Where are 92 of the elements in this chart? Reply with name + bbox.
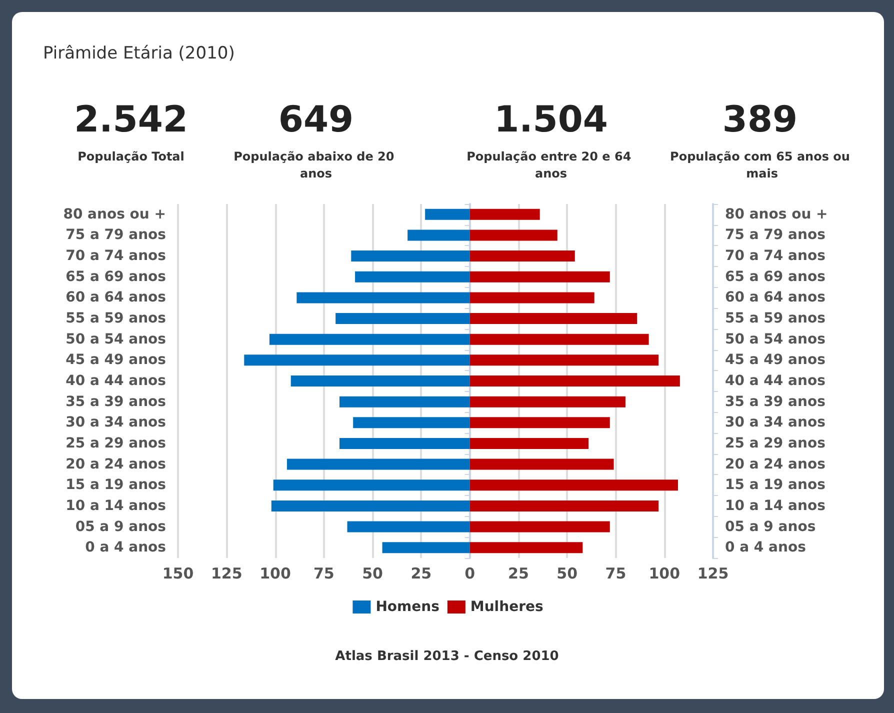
bar xyxy=(269,334,470,345)
text: 649 xyxy=(278,100,354,140)
category-label: 30 a 34 anos xyxy=(66,414,166,431)
category-label: 65 a 69 anos xyxy=(66,268,166,285)
y-tick-label: 35 a 39 anos xyxy=(725,394,826,410)
bar xyxy=(470,230,558,241)
bar xyxy=(271,500,470,512)
category-label: 15 a 19 anos xyxy=(66,477,166,494)
text: População entre 20 e 64 anos xyxy=(466,150,636,180)
bar xyxy=(382,542,470,554)
text: 2.542 xyxy=(74,100,188,140)
category-label: 0 a 4 anos xyxy=(85,540,166,556)
x-tick-label: 100 xyxy=(648,564,680,582)
category-label: 10 a 14 anos xyxy=(66,498,166,514)
y-tick-label: 50 a 54 anos xyxy=(725,331,826,348)
bar xyxy=(353,417,470,428)
x-tick-label: 125 xyxy=(697,564,729,582)
x-tick-label: 125 xyxy=(210,564,242,582)
x-tick-label: 50 xyxy=(362,564,383,582)
y-tick-label: 20 a 24 anos xyxy=(725,456,826,472)
x-tick-label: 75 xyxy=(313,564,334,582)
category-label: 50 a 54 anos xyxy=(66,331,166,348)
category-label: 20 a 24 anos xyxy=(66,456,166,472)
bar xyxy=(339,396,470,408)
y-tick-label: 55 a 59 anos xyxy=(725,310,826,327)
bar xyxy=(336,313,470,324)
bar xyxy=(470,354,659,366)
y-tick-label: 15 a 19 anos xyxy=(725,477,826,494)
y-tick-label: 80 anos ou + xyxy=(725,206,828,222)
y-tick-label: 0 a 4 anos xyxy=(725,540,806,556)
text: 389 xyxy=(722,100,798,140)
category-label: 80 anos ou + xyxy=(63,206,166,222)
bar xyxy=(470,376,680,386)
x-tick-label: 0 xyxy=(464,564,476,582)
chart-title: Pirâmide Etária (2010) xyxy=(43,44,235,64)
y-tick-label: 45 a 49 anos xyxy=(725,352,826,368)
text: População abaixo de 20 anos xyxy=(234,150,398,180)
category-label: 60 a 64 anos xyxy=(66,290,166,306)
x-tick-label: 100 xyxy=(260,564,291,582)
y-tick-label: 60 a 64 anos xyxy=(725,290,826,306)
category-label: 40 a 44 anos xyxy=(66,373,166,389)
bar xyxy=(470,438,588,449)
y-tick-label: 30 a 34 anos xyxy=(725,414,826,431)
bar xyxy=(470,417,610,428)
bar xyxy=(355,271,470,282)
bar xyxy=(470,292,594,304)
x-tick-label: 150 xyxy=(162,564,194,582)
bar xyxy=(286,458,470,470)
category-label: 70 a 74 anos xyxy=(66,248,166,264)
legend-label: Homens xyxy=(376,599,440,615)
bar xyxy=(425,208,470,220)
category-label: 05 a 9 anos xyxy=(75,518,166,535)
bar xyxy=(470,313,638,324)
bar xyxy=(339,438,470,449)
bar xyxy=(470,396,626,408)
text: Atlas Brasil 2013 - Censo 2010 xyxy=(335,649,559,664)
x-tick-label: 50 xyxy=(556,564,578,582)
bar xyxy=(470,334,649,345)
category-label: 45 a 49 anos xyxy=(66,352,166,368)
y-tick-label: 05 a 9 anos xyxy=(725,518,816,535)
bar xyxy=(351,250,470,262)
bar xyxy=(470,500,659,512)
bar xyxy=(296,292,470,304)
text: População com 65 anos ou mais xyxy=(670,150,850,180)
bar xyxy=(244,354,470,366)
bar xyxy=(470,250,575,262)
bar xyxy=(347,521,470,532)
bar xyxy=(470,542,583,554)
y-tick-label: 70 a 74 anos xyxy=(725,248,826,264)
bar xyxy=(470,271,610,282)
bar xyxy=(470,480,678,491)
bar xyxy=(470,208,540,220)
bar xyxy=(470,521,610,532)
text: População Total xyxy=(78,150,184,164)
bar xyxy=(470,458,614,470)
x-tick-label: 25 xyxy=(410,564,432,582)
y-tick-label: 25 a 29 anos xyxy=(725,435,826,452)
legend-label: Mulheres xyxy=(470,599,544,615)
bar xyxy=(290,376,470,386)
y-tick-label: 65 a 69 anos xyxy=(725,268,826,285)
y-tick-label: 75 a 79 anos xyxy=(725,227,826,244)
y-tick-label: 10 a 14 anos xyxy=(725,498,826,514)
category-label: 35 a 39 anos xyxy=(66,394,166,410)
text: 1.504 xyxy=(494,100,608,140)
x-tick-label: 75 xyxy=(605,564,626,582)
bar xyxy=(408,230,470,241)
category-label: 25 a 29 anos xyxy=(66,435,166,452)
x-tick-label: 25 xyxy=(508,564,529,582)
bar xyxy=(273,480,470,491)
y-tick-label: 40 a 44 anos xyxy=(725,373,826,389)
category-label: 55 a 59 anos xyxy=(66,310,166,327)
category-label: 75 a 79 anos xyxy=(66,227,166,244)
